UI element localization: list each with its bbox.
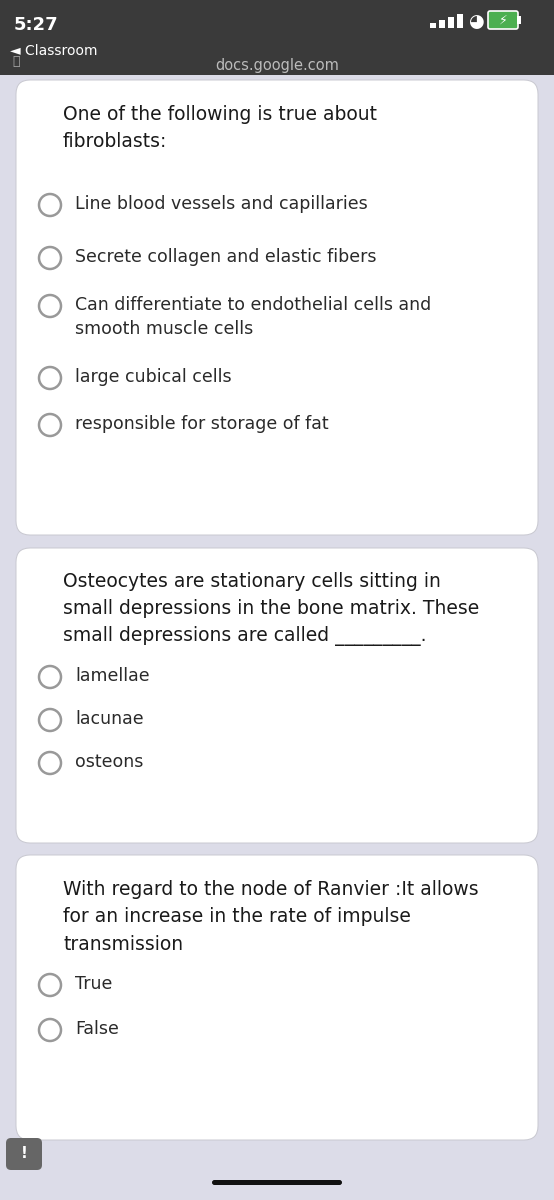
Text: Osteocytes are stationary cells sitting in
small depressions in the bone matrix.: Osteocytes are stationary cells sitting … — [63, 572, 479, 647]
Text: False: False — [75, 1020, 119, 1038]
Text: osteons: osteons — [75, 754, 143, 770]
Text: !: ! — [20, 1146, 28, 1162]
FancyBboxPatch shape — [0, 0, 554, 74]
Circle shape — [39, 247, 61, 269]
Circle shape — [39, 666, 61, 688]
FancyBboxPatch shape — [6, 1138, 42, 1170]
Text: lacunae: lacunae — [75, 710, 143, 728]
Circle shape — [39, 194, 61, 216]
Text: responsible for storage of fat: responsible for storage of fat — [75, 415, 329, 433]
Circle shape — [39, 367, 61, 389]
Text: Line blood vessels and capillaries: Line blood vessels and capillaries — [75, 194, 368, 214]
Bar — [448, 17, 454, 28]
Text: ◄ Classroom: ◄ Classroom — [10, 44, 98, 58]
Text: True: True — [75, 974, 112, 994]
Bar — [439, 20, 445, 28]
Bar — [457, 14, 463, 28]
Text: ⚡: ⚡ — [499, 13, 507, 26]
Text: Secrete collagen and elastic fibers: Secrete collagen and elastic fibers — [75, 248, 377, 266]
Circle shape — [39, 414, 61, 436]
Text: large cubical cells: large cubical cells — [75, 368, 232, 386]
FancyBboxPatch shape — [16, 548, 538, 842]
FancyBboxPatch shape — [16, 80, 538, 535]
Circle shape — [39, 709, 61, 731]
Text: Can differentiate to endothelial cells and
smooth muscle cells: Can differentiate to endothelial cells a… — [75, 296, 431, 337]
FancyBboxPatch shape — [16, 854, 538, 1140]
Bar — [517, 16, 521, 24]
Text: One of the following is true about
fibroblasts:: One of the following is true about fibro… — [63, 104, 377, 151]
Circle shape — [39, 974, 61, 996]
FancyBboxPatch shape — [212, 1180, 342, 1186]
Text: With regard to the node of Ranvier :It allows
for an increase in the rate of imp: With regard to the node of Ranvier :It a… — [63, 880, 479, 954]
Bar — [430, 23, 436, 28]
Text: ◕: ◕ — [468, 13, 484, 31]
Circle shape — [39, 295, 61, 317]
Text: 🔒: 🔒 — [12, 55, 19, 68]
Circle shape — [39, 1019, 61, 1040]
Text: docs.google.com: docs.google.com — [215, 58, 339, 73]
Text: 5:27: 5:27 — [14, 16, 59, 34]
Text: lamellae: lamellae — [75, 667, 150, 685]
FancyBboxPatch shape — [488, 11, 518, 29]
Circle shape — [39, 752, 61, 774]
